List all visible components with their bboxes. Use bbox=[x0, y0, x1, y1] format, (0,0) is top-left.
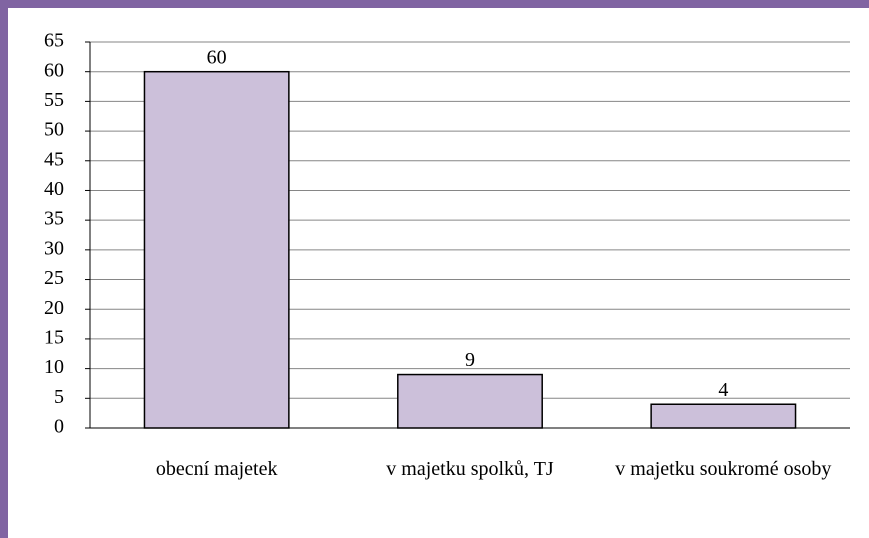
y-tick-label: 55 bbox=[44, 89, 64, 111]
y-tick-label: 0 bbox=[54, 416, 64, 438]
y-tick-label: 15 bbox=[44, 327, 64, 349]
y-tick-label: 5 bbox=[54, 386, 64, 408]
frame-border bbox=[0, 0, 8, 538]
y-tick-label: 60 bbox=[44, 59, 64, 81]
y-tick-label: 45 bbox=[44, 148, 64, 170]
bar bbox=[650, 403, 797, 429]
bar bbox=[143, 70, 290, 429]
y-tick-label: 65 bbox=[44, 30, 64, 52]
y-tick-label: 10 bbox=[44, 356, 64, 378]
y-tick-label: 35 bbox=[44, 208, 64, 230]
y-tick-label: 20 bbox=[44, 297, 64, 319]
y-tick-label: 40 bbox=[44, 178, 64, 200]
x-tick-label: v majetku spolků, TJ bbox=[386, 458, 554, 480]
value-label: 60 bbox=[207, 46, 227, 68]
frame-border bbox=[0, 0, 869, 8]
value-label: 9 bbox=[465, 349, 475, 371]
x-tick-label: v majetku soukromé osoby bbox=[615, 458, 832, 480]
y-tick-label: 30 bbox=[44, 237, 64, 259]
bar bbox=[397, 373, 543, 429]
y-tick-label: 25 bbox=[44, 267, 64, 289]
x-tick-label: obecní majetek bbox=[155, 458, 278, 480]
y-tick-label: 50 bbox=[44, 119, 64, 141]
value-label: 4 bbox=[718, 379, 728, 401]
